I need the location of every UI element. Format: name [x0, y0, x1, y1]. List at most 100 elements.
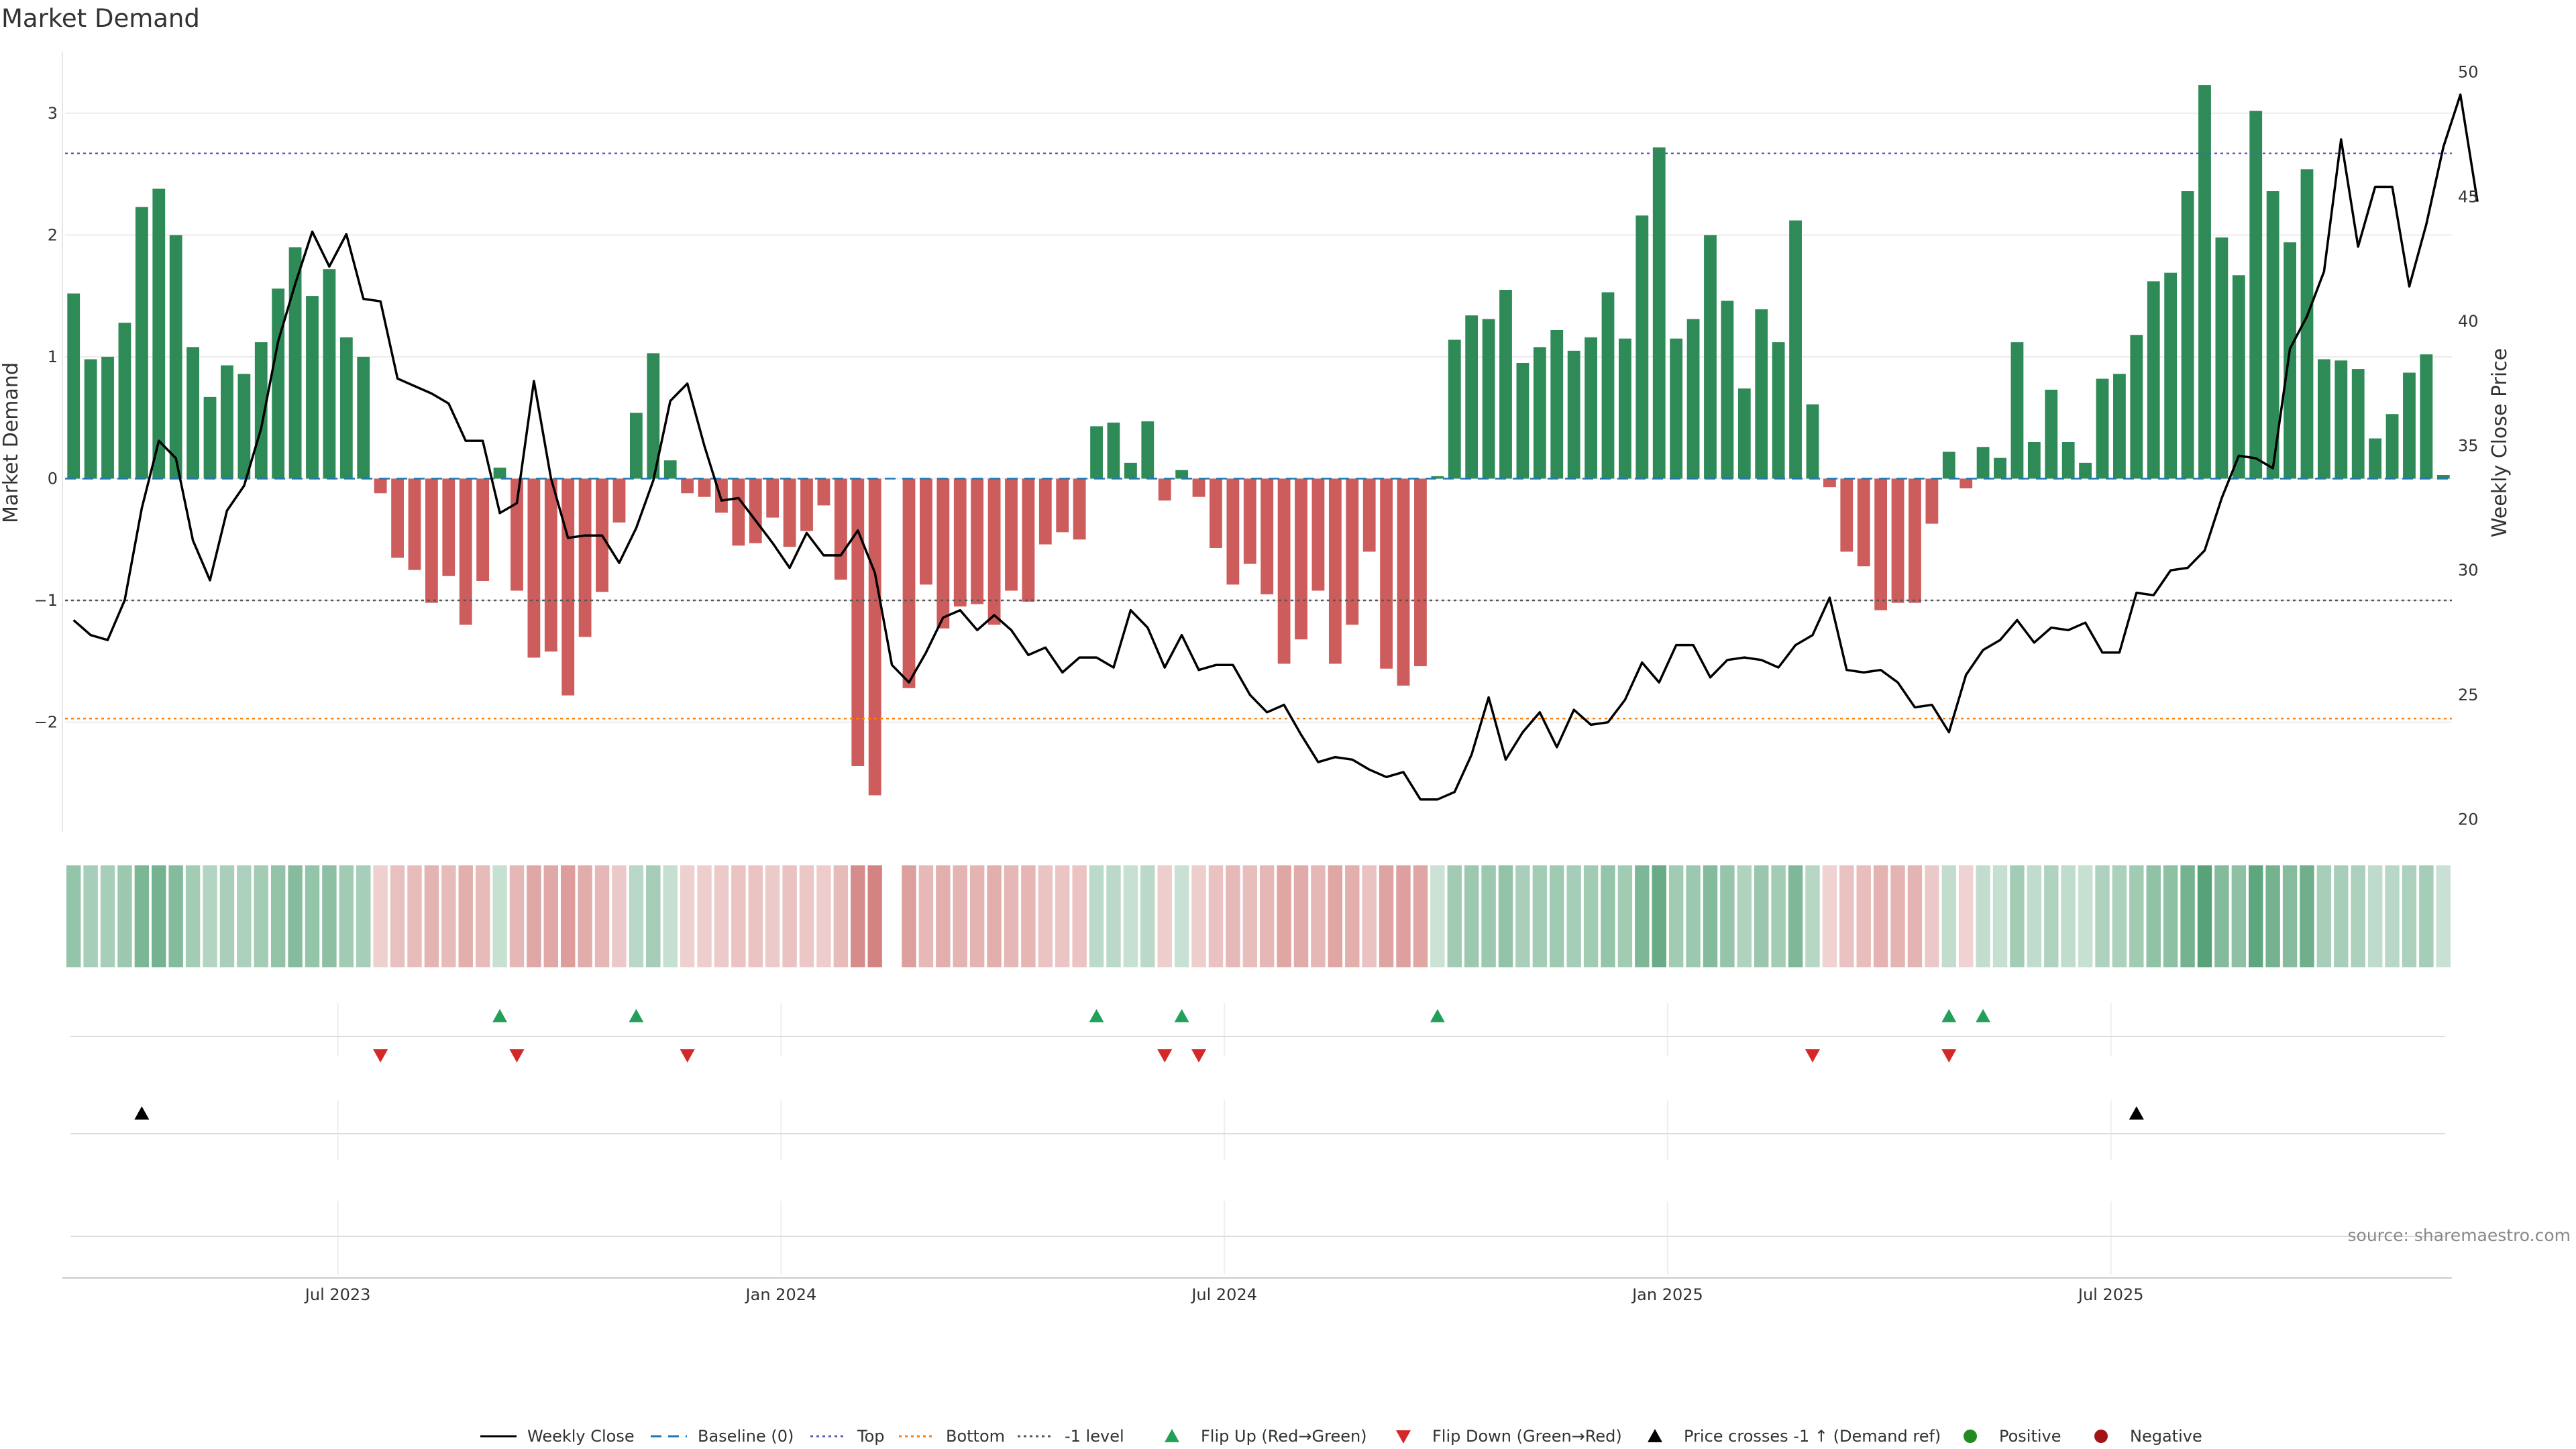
positive-bar	[2385, 414, 2399, 479]
positive-bar	[2420, 354, 2433, 479]
legend-item: -1 level	[1018, 1427, 1124, 1446]
negative-bar	[1346, 478, 1359, 625]
positive-bar	[2164, 272, 2178, 479]
heat-cell	[1976, 865, 1990, 967]
negative-bar	[1891, 478, 1904, 603]
flip-up-marker	[1976, 1009, 1991, 1022]
heat-cell	[1004, 865, 1019, 967]
negative-bar	[1073, 478, 1086, 540]
heat-cell	[2436, 865, 2451, 967]
positive-bar	[306, 296, 319, 479]
y2-axis-title: Weekly Close Price	[2488, 348, 2512, 537]
heat-cell	[1226, 865, 1240, 967]
heat-cell	[799, 865, 814, 967]
heat-cell	[816, 865, 831, 967]
legend-label: Positive	[1999, 1427, 2061, 1446]
heat-cell	[1907, 865, 1923, 967]
heat-cell	[594, 865, 610, 967]
positive-bar	[629, 413, 643, 479]
heat-cell	[1720, 865, 1735, 967]
heat-cell	[1277, 865, 1291, 967]
heat-cell	[2385, 865, 2400, 967]
x-tick-label: Jan 2024	[745, 1285, 817, 1304]
negative-bar	[1038, 478, 1052, 545]
price-cross-marker	[2129, 1106, 2144, 1120]
heat-cell	[1072, 865, 1087, 967]
heat-cell	[1583, 865, 1599, 967]
y2-tick-label: 20	[2458, 810, 2479, 828]
flip-down-marker	[1941, 1049, 1957, 1063]
negative-bar	[1380, 478, 1393, 669]
negative-bar	[1960, 478, 1973, 488]
legend-item: Bottom	[899, 1427, 1005, 1446]
negative-bar	[681, 478, 694, 494]
positive-bar	[1721, 301, 1734, 479]
heat-cell	[2419, 865, 2434, 967]
heat-cell	[697, 865, 712, 967]
source-label: source: sharemaestro.com	[2348, 1226, 2571, 1245]
negative-bar	[1226, 478, 1240, 585]
positive-bar	[2130, 335, 2143, 479]
heat-cell	[1311, 865, 1326, 967]
positive-bar	[1704, 235, 1717, 479]
positive-bar	[1772, 342, 1785, 479]
heat-cell	[237, 865, 252, 967]
positive-bar	[1516, 362, 1529, 479]
negative-bar	[425, 478, 438, 603]
heat-cell	[1992, 865, 2008, 967]
heat-cell	[1430, 865, 1445, 967]
heat-cell	[339, 865, 354, 967]
heat-cell	[1481, 865, 1496, 967]
negative-bar	[936, 478, 950, 629]
heat-cell	[152, 865, 166, 967]
legend-label: Price crosses -1 ↑ (Demand ref)	[1684, 1427, 1941, 1446]
negative-bar	[391, 478, 404, 558]
heat-cell	[561, 865, 576, 967]
positive-bar	[203, 396, 217, 479]
legend-item: Top	[810, 1427, 885, 1446]
negative-bar	[902, 478, 916, 688]
axis-layer: 3 2 1 0 −1 −2 50 45 40 35 30 25 20 Jul 2023 Jan 2024 Ju…	[34, 63, 2479, 1304]
heat-cell	[322, 865, 337, 967]
legend-swatch-triangle-up	[1648, 1429, 1662, 1442]
legend-item: Price crosses -1 ↑ (Demand ref)	[1648, 1427, 1941, 1446]
heat-cell	[390, 865, 405, 967]
heat-cell	[1123, 865, 1138, 967]
legend-item: Weekly Close	[480, 1427, 635, 1446]
negative-bar	[851, 478, 865, 766]
negative-bar	[476, 478, 490, 581]
positive-bar	[2266, 191, 2279, 479]
price-cross-marker	[134, 1106, 150, 1120]
negative-bar	[374, 478, 387, 494]
positive-bar	[1737, 388, 1751, 479]
heat-cell	[288, 865, 303, 967]
heat-cell	[1550, 865, 1564, 967]
negative-bar	[1414, 478, 1427, 667]
heat-cell	[2282, 865, 2298, 967]
positive-bar	[1670, 338, 1683, 479]
positive-bar	[493, 468, 506, 479]
positive-bar	[2369, 438, 2382, 479]
positive-bar	[135, 207, 148, 479]
positive-bar	[1567, 350, 1580, 479]
heat-cell	[731, 865, 746, 967]
positive-bar	[1431, 476, 1444, 479]
positive-bar	[1175, 470, 1189, 479]
positive-bar	[1090, 426, 1103, 479]
heat-cell	[1464, 865, 1479, 967]
heat-cell	[2112, 865, 2127, 967]
positive-bar	[169, 235, 182, 479]
negative-bar	[544, 478, 557, 652]
grid-layer	[62, 52, 2452, 1279]
heat-cell	[1890, 865, 1905, 967]
heat-cell	[1498, 865, 1513, 967]
heat-cell	[629, 865, 644, 967]
positive-bar	[1686, 319, 1700, 479]
positive-bar	[1141, 421, 1155, 479]
negative-bar	[1840, 478, 1854, 552]
negative-bar	[800, 478, 813, 531]
negative-bar	[1005, 478, 1018, 591]
positive-bar	[118, 323, 131, 479]
heat-cell	[407, 865, 422, 967]
